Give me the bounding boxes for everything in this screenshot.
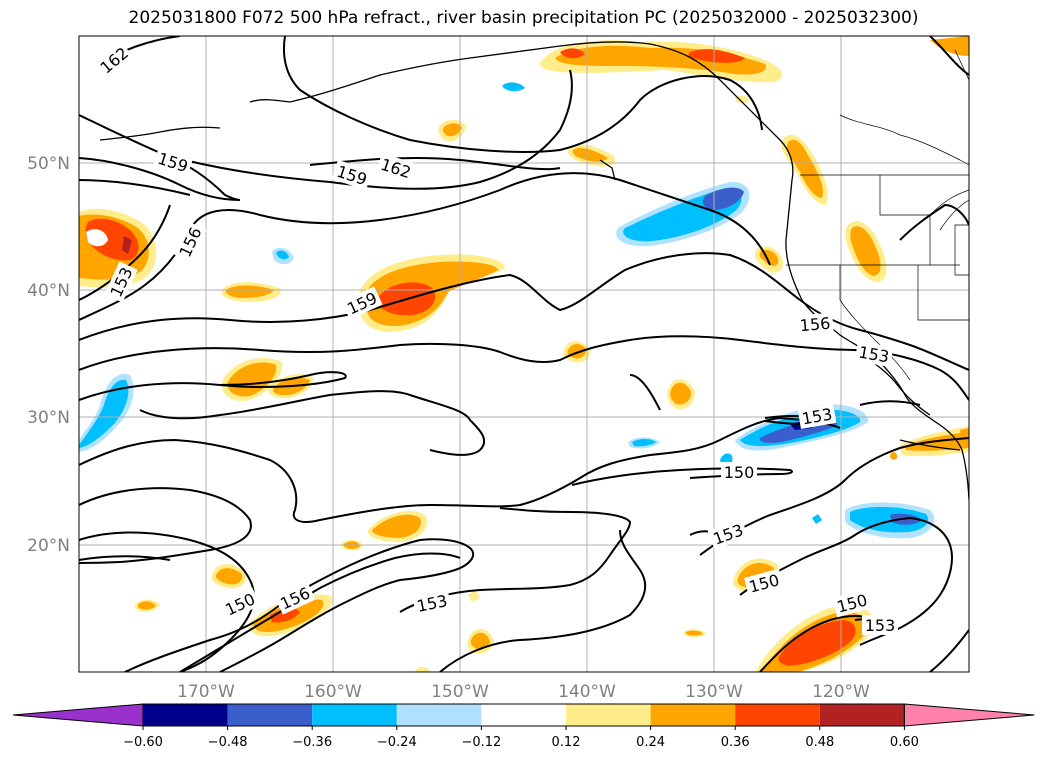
contour-label: 156 [799, 314, 831, 336]
colorbar-tick-label: 0.36 [721, 735, 750, 750]
colorbar-segment [481, 704, 566, 726]
colorbar-segment [227, 704, 313, 726]
colorbar-tick-label: 0.12 [552, 735, 581, 750]
lat-label-30n: 30°N [27, 408, 70, 428]
lon-label-160w: 160°W [304, 682, 362, 702]
lon-label-170w: 170°W [177, 682, 235, 702]
colorbar-segment [819, 704, 905, 726]
colorbar-extend-low [12, 703, 144, 727]
colorbar-segment [650, 704, 736, 726]
colorbar-tick-label: −0.60 [123, 735, 163, 750]
colorbar-segment [566, 704, 651, 726]
map-frame [78, 35, 970, 673]
colorbar-tick-label: 0.24 [636, 735, 665, 750]
colorbar-segment [312, 704, 397, 726]
colorbar-tick-label: 0.60 [890, 735, 919, 750]
lon-label-120w: 120°W [812, 682, 870, 702]
colorbar: −0.60 −0.48 −0.36 −0.24 −0.12 0.12 0.24 0.36 0.4… [12, 703, 1035, 750]
borders [786, 36, 969, 381]
lat-label-20n: 20°N [27, 536, 70, 556]
map-title: 2025031800 F072 500 hPa refract., river … [128, 8, 919, 28]
precip-fill-regions [79, 36, 969, 672]
contour-label: 153 [865, 616, 896, 635]
latitude-labels: 50°N 40°N 30°N 20°N [27, 154, 70, 556]
colorbar-tick-label: −0.24 [377, 735, 417, 750]
colorbar-extend-high [903, 703, 1035, 727]
lat-label-50n: 50°N [27, 154, 70, 174]
colorbar-segment [735, 704, 820, 726]
contour-labels: 162 159 159 162 156 153 159 156 153 153 … [94, 41, 898, 635]
colorbar-tick-label: 0.48 [805, 735, 834, 750]
lat-label-40n: 40°N [27, 281, 70, 301]
contour-label: 150 [724, 463, 755, 482]
refractivity-contours [79, 36, 969, 672]
lon-label-130w: 130°W [685, 682, 743, 702]
lon-label-150w: 150°W [431, 682, 489, 702]
colorbar-tick-label: −0.48 [208, 735, 248, 750]
colorbar-segment [143, 704, 228, 726]
lon-label-140w: 140°W [558, 682, 616, 702]
colorbar-segment [396, 704, 482, 726]
longitude-labels: 170°W 160°W 150°W 140°W 130°W 120°W [177, 682, 870, 702]
colorbar-outline [142, 703, 905, 727]
map-content: 162 159 159 162 156 153 159 156 153 153 … [79, 36, 969, 672]
colorbar-tick-label: −0.36 [292, 735, 332, 750]
colorbar-tick-label: −0.12 [461, 735, 501, 750]
